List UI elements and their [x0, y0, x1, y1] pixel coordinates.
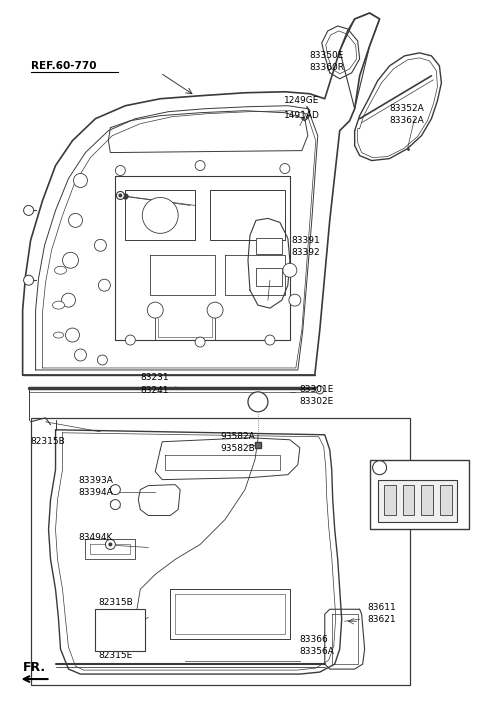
Text: 93582B: 93582B — [220, 444, 255, 453]
Circle shape — [110, 485, 120, 495]
Text: a: a — [255, 397, 261, 407]
Circle shape — [125, 335, 135, 345]
Circle shape — [24, 275, 34, 285]
Text: 82315E: 82315E — [98, 651, 132, 660]
Text: 83366: 83366 — [300, 635, 329, 643]
Text: 83241: 83241 — [140, 386, 169, 395]
Text: 83392: 83392 — [292, 248, 321, 257]
Circle shape — [95, 240, 107, 251]
Circle shape — [24, 205, 34, 215]
Text: 83360R: 83360R — [310, 63, 345, 73]
Text: 83391: 83391 — [292, 236, 321, 245]
Text: 1491AD: 1491AD — [284, 111, 320, 120]
Text: 83231: 83231 — [140, 373, 169, 383]
Bar — [421, 485, 433, 515]
Ellipse shape — [54, 332, 63, 338]
Circle shape — [73, 173, 87, 188]
Text: REF.60-770: REF.60-770 — [31, 61, 96, 71]
Text: a: a — [377, 463, 382, 472]
Text: 1249GE: 1249GE — [284, 96, 319, 105]
Text: 93582A: 93582A — [220, 432, 255, 442]
Circle shape — [65, 328, 80, 342]
Text: 83350E: 83350E — [310, 51, 344, 60]
Circle shape — [372, 461, 386, 475]
Bar — [403, 485, 415, 515]
Circle shape — [110, 500, 120, 510]
Circle shape — [142, 198, 178, 233]
Circle shape — [248, 392, 268, 412]
Text: FR.: FR. — [23, 661, 46, 673]
Circle shape — [195, 337, 205, 347]
Circle shape — [62, 252, 78, 268]
Circle shape — [289, 294, 301, 306]
Circle shape — [125, 622, 135, 632]
Text: 82315B: 82315B — [98, 598, 133, 606]
Text: 83494K: 83494K — [78, 533, 113, 542]
Bar — [96, 609, 145, 651]
Circle shape — [108, 542, 112, 547]
Bar — [31, 418, 409, 685]
Bar — [256, 238, 282, 255]
Bar — [378, 480, 457, 521]
Circle shape — [316, 386, 324, 394]
Bar — [370, 460, 469, 530]
Text: 82315B: 82315B — [31, 437, 65, 447]
Circle shape — [207, 302, 223, 318]
Circle shape — [97, 355, 108, 365]
Circle shape — [69, 213, 83, 228]
Circle shape — [106, 540, 115, 550]
Circle shape — [116, 191, 124, 200]
Circle shape — [61, 293, 75, 307]
Circle shape — [98, 279, 110, 292]
Circle shape — [280, 164, 290, 173]
Circle shape — [74, 349, 86, 361]
Bar — [441, 485, 452, 515]
Circle shape — [147, 302, 163, 318]
Bar — [256, 268, 282, 287]
Text: 93580A: 93580A — [390, 463, 430, 473]
Circle shape — [283, 263, 297, 277]
Ellipse shape — [52, 301, 64, 309]
Circle shape — [195, 161, 205, 171]
Circle shape — [115, 166, 125, 176]
Text: 83362A: 83362A — [390, 116, 424, 125]
Text: 83611: 83611 — [368, 603, 396, 611]
Circle shape — [119, 193, 122, 198]
Text: 83301E: 83301E — [300, 385, 334, 395]
Circle shape — [265, 335, 275, 345]
Text: 83352A: 83352A — [390, 105, 424, 113]
Bar — [384, 485, 396, 515]
Circle shape — [108, 622, 117, 632]
Text: 83302E: 83302E — [300, 397, 334, 407]
Text: 83356A: 83356A — [300, 646, 335, 656]
Text: 83394A: 83394A — [78, 488, 113, 497]
Text: 83621: 83621 — [368, 615, 396, 624]
Text: 83393A: 83393A — [78, 476, 113, 485]
Ellipse shape — [55, 266, 67, 274]
